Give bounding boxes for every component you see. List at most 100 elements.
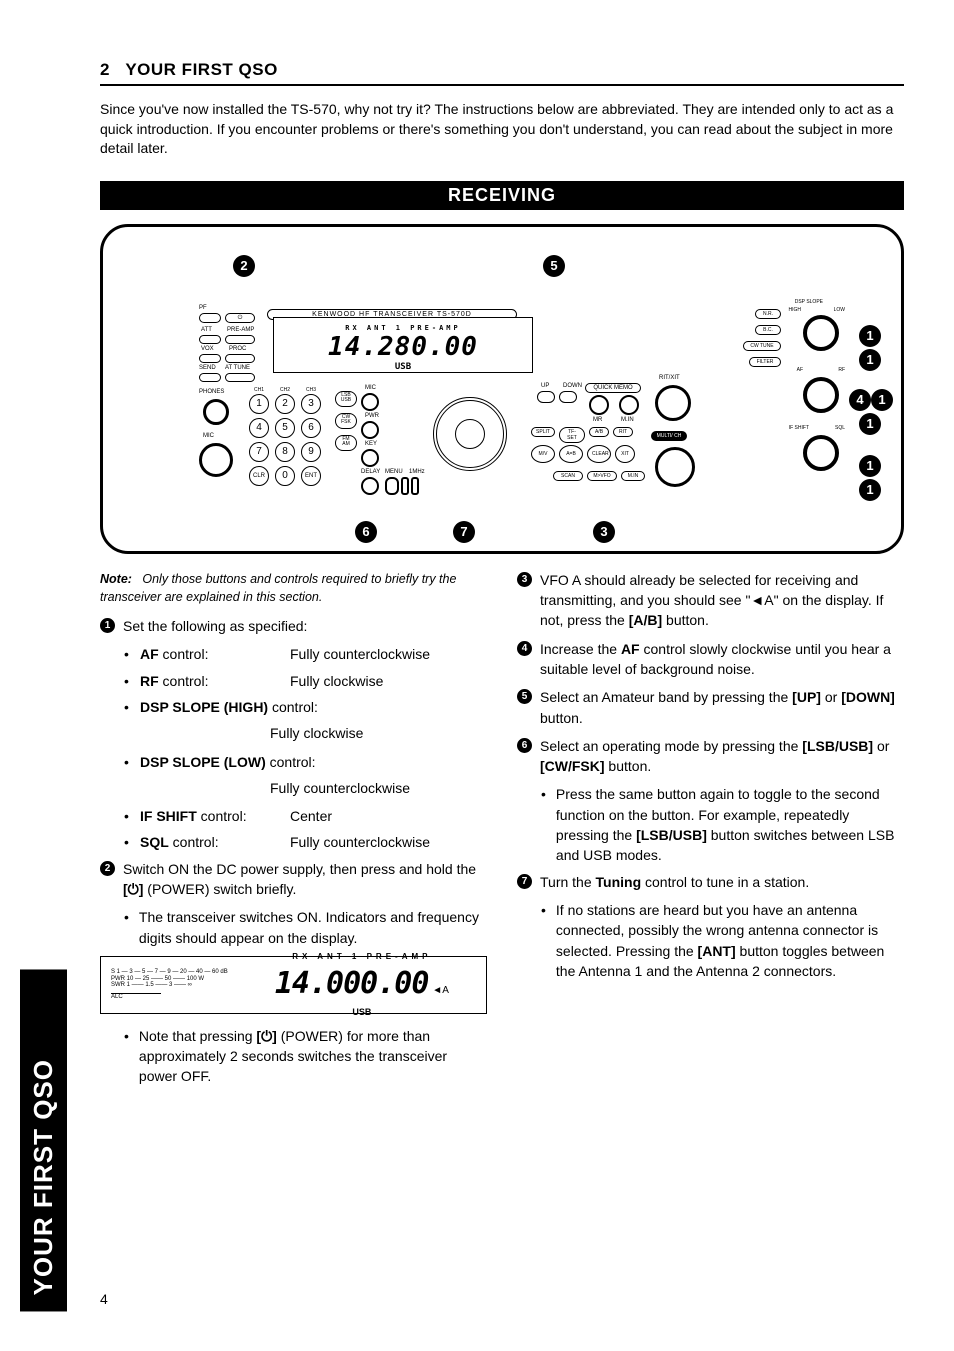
step2-btn: [⏻] [123,881,143,897]
key-0[interactable]: 0 [275,466,295,486]
step6-pre: Select an operating mode by pressing the [540,738,802,754]
mvfo-button[interactable]: M>VFO [587,471,617,481]
tuning-knob[interactable] [433,397,507,471]
pwr-label: PWR [365,413,379,419]
clear-button[interactable]: CLEAR [587,445,611,463]
vox-label: VOX [201,346,214,352]
key-knob[interactable] [361,449,379,467]
attune-button[interactable] [225,373,255,382]
lcd-meter: S 1 — 3 — 5 — 7 — 9 — 20 — 40 — 60 dB PW… [111,969,228,1000]
page-number: 4 [100,1291,108,1307]
send-button[interactable] [199,373,221,382]
step7-bold: Tuning [596,874,642,890]
key-ent[interactable]: ENT [301,466,321,486]
tfset-button[interactable]: TF-SET [559,427,585,443]
mr-label: MR [593,417,602,423]
cwtune-button[interactable]: CW TUNE [743,341,781,351]
pwr-knob[interactable] [361,421,379,439]
callout-1e: 1 [859,455,881,477]
pf-label: PF [199,305,207,311]
key-5[interactable]: 5 [275,418,295,438]
key-2[interactable]: 2 [275,394,295,414]
lcd-freq: 14.280.00 [274,332,532,362]
key-label: KEY [365,441,377,447]
af-ctrl-val: Fully counterclockwise [290,644,487,664]
callout-1a: 1 [859,325,881,347]
dsphigh-ctrl-rest: control: [268,699,318,715]
step4-pre: Increase the [540,641,621,657]
lsb-usb-button[interactable]: LSB USB [335,391,357,407]
lcd-readout: RX ANT 1 PRE-AMP 14.000.00 ◄A USB [248,951,476,1019]
ifshift-ctrl-rest: control: [197,808,247,824]
key-9[interactable]: 9 [301,442,321,462]
mr-knob[interactable] [589,395,609,415]
preamp-button[interactable] [225,335,255,344]
fm-am-button[interactable]: FM AM [335,435,357,451]
att-button[interactable] [199,335,221,344]
transceiver-diagram: 2 5 1 1 1 4 1 1 1 6 7 3 PF ⏻ ATT PRE-AMP… [100,224,904,554]
vox-button[interactable] [199,354,221,363]
section-title: YOUR FIRST QSO [125,60,277,79]
key-1[interactable]: 1 [249,394,269,414]
split-button[interactable]: SPLIT [531,427,555,437]
step6-text: Select an operating mode by pressing the… [540,736,904,777]
mic-jack[interactable] [199,443,233,477]
left-column: Note: Only those buttons and controls re… [100,570,487,1093]
step4-text: Increase the AF control slowly clockwise… [540,639,904,680]
down-rocker[interactable] [401,477,409,495]
step6-btn2: [CW/FSK] [540,758,605,774]
phones-jack[interactable] [203,399,229,425]
dsp-slope-label: DSP SLOPE [795,299,823,305]
key-3[interactable]: 3 [301,394,321,414]
pf-button[interactable] [199,313,221,323]
ch2-label: CH2 [275,387,295,393]
bc-button[interactable]: B.C. [755,325,781,335]
step2-bullet2-pre: Note that pressing [139,1028,257,1044]
dsp-slope-knob[interactable] [803,315,839,351]
key-4[interactable]: 4 [249,418,269,438]
right-column: 3 VFO A should already be selected for r… [517,570,904,1093]
menu-button[interactable] [385,477,399,495]
down-button[interactable] [559,391,577,403]
key-7[interactable]: 7 [249,442,269,462]
aeqb-button[interactable]: A=B [559,445,583,463]
lcd-strip-suffix: ◄A [432,985,449,996]
power-button[interactable]: ⏻ [225,313,255,323]
step2-bullet2: Note that pressing [⏻] (POWER) for more … [139,1026,487,1087]
up-rocker[interactable] [411,477,419,495]
filter-button[interactable]: FILTER [749,357,781,367]
key-clr[interactable]: CLR [249,466,269,486]
dsplow-ctrl-val: Fully counterclockwise [270,778,487,798]
xit-button[interactable]: XIT [615,445,635,463]
step5-post: button. [540,710,583,726]
ritxit-knob[interactable] [655,385,691,421]
sql-label: SQL [835,425,845,431]
quick-memo-label: QUICK MEMO [585,383,641,393]
multich-knob[interactable] [655,447,695,487]
callout-1b: 1 [859,349,881,371]
min-knob[interactable] [619,395,639,415]
nr-button[interactable]: N.R. [755,309,781,319]
min2-button[interactable]: M.IN [621,471,645,481]
step4-num: 4 [517,641,532,656]
ab-button[interactable]: A/B [589,427,609,437]
step7-pre: Turn the [540,874,596,890]
key-6[interactable]: 6 [301,418,321,438]
proc-button[interactable] [225,354,255,363]
scan-button[interactable]: SCAN [553,471,583,481]
af-ctrl-rest: control: [159,646,209,662]
af-rf-knob[interactable] [803,377,839,413]
dsphigh-ctrl-val: Fully clockwise [270,723,487,743]
rit-button[interactable]: RIT [613,427,633,437]
step2-num: 2 [100,861,115,876]
key-8[interactable]: 8 [275,442,295,462]
mv-button[interactable]: M/V [531,445,555,463]
up-button[interactable] [537,391,555,403]
cw-fsk-button[interactable]: CW FSK [335,413,357,429]
lcd-display: RX ANT 1 PRE-AMP 14.280.00 USB [273,317,533,373]
delay-knob[interactable] [361,477,379,495]
mic-knob[interactable] [361,393,379,411]
preamp-label: PRE-AMP [227,327,254,333]
rf-ctrl-bold: RF [140,673,159,689]
ifshift-sql-knob[interactable] [803,435,839,471]
